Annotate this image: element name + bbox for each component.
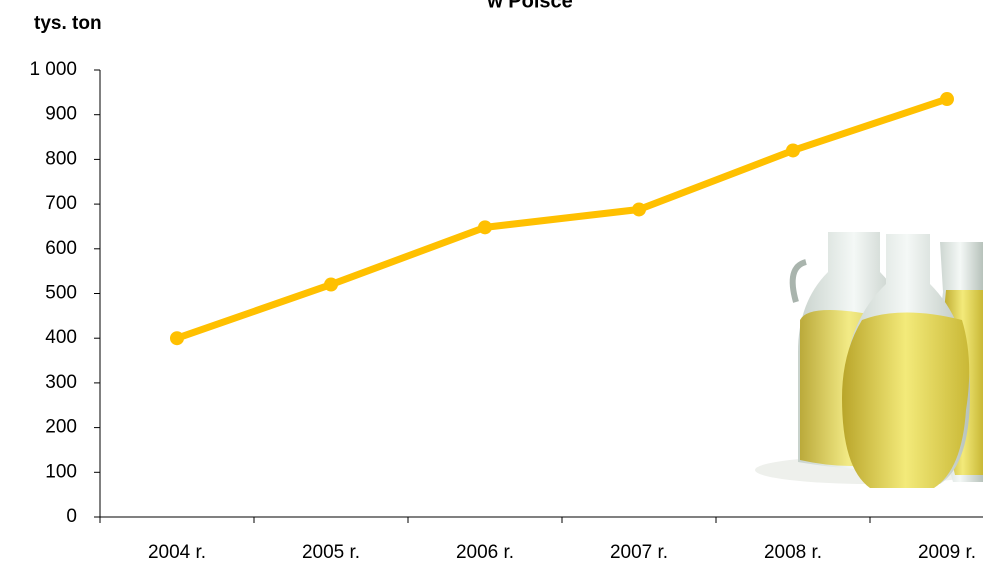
y-tick-label: 1 000 bbox=[29, 59, 77, 80]
data-point bbox=[632, 202, 646, 217]
x-tick-label: 2004 r. bbox=[148, 542, 206, 562]
data-point bbox=[786, 143, 800, 158]
x-tick-label: 2009 r. bbox=[918, 542, 976, 562]
y-tick-label: 800 bbox=[45, 148, 77, 169]
y-tick-label: 100 bbox=[45, 461, 77, 482]
y-tick-label: 400 bbox=[45, 327, 77, 348]
y-tick-label: 0 bbox=[66, 506, 77, 527]
data-line bbox=[175, 95, 949, 342]
data-point bbox=[940, 92, 954, 107]
oil-bottles-picture bbox=[755, 232, 983, 488]
x-tick-label: 2005 r. bbox=[302, 542, 360, 562]
y-axis-title: tys. ton bbox=[34, 13, 102, 34]
data-point bbox=[478, 220, 492, 235]
y-tick-label: 500 bbox=[45, 283, 77, 304]
x-tick-label: 2007 r. bbox=[610, 542, 668, 562]
x-tick-label: 2008 r. bbox=[764, 542, 822, 562]
y-tick-label: 700 bbox=[45, 193, 77, 214]
chart-title: w Polsce bbox=[486, 0, 573, 12]
y-tick-label: 300 bbox=[45, 372, 77, 393]
x-tick-label: 2006 r. bbox=[456, 542, 514, 562]
y-tick-label: 900 bbox=[45, 104, 77, 125]
y-tick-label: 200 bbox=[45, 417, 77, 438]
data-point bbox=[324, 277, 338, 292]
y-tick-label: 600 bbox=[45, 238, 77, 259]
data-point bbox=[170, 331, 184, 346]
